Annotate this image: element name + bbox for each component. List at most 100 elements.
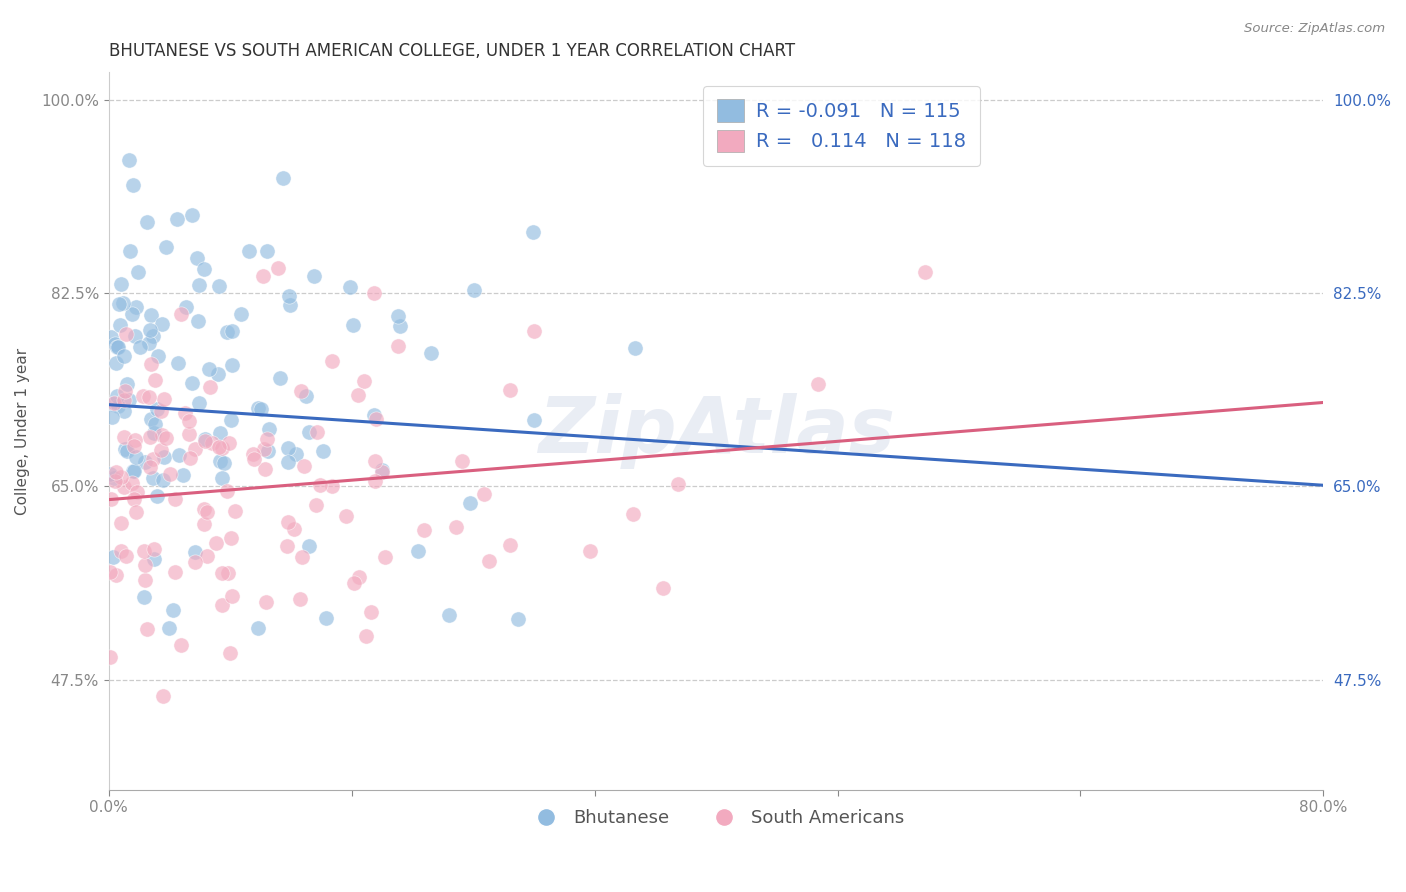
Point [523,413,546,427]
Point [105,340,128,354]
Point [139,412,162,426]
Point [103,396,125,410]
Point [152,473,174,487]
Point [146,349,169,363]
Point [142,328,165,343]
Point [112,480,135,494]
Point [302,268,325,283]
Point [187,314,209,328]
Point [211,599,233,613]
Point [135,622,157,636]
Point [108,318,131,332]
Point [107,340,129,354]
Point [142,542,165,557]
Point [180,208,202,222]
Point [413,523,436,537]
Point [224,503,246,517]
Point [166,211,188,226]
Point [110,469,132,483]
Point [242,451,264,466]
Point [105,465,128,479]
Point [125,300,148,314]
Point [254,594,277,608]
Point [309,478,332,492]
Point [420,345,443,359]
Point [143,552,166,566]
Point [139,308,162,322]
Point [184,556,207,570]
Point [364,475,387,489]
Point [101,550,124,565]
Point [101,397,124,411]
Point [179,450,201,465]
Point [276,539,298,553]
Point [349,570,371,584]
Point [321,478,343,492]
Point [170,307,193,321]
Point [110,277,132,291]
Point [217,325,239,339]
Point [288,592,311,607]
Point [277,515,299,529]
Point [142,451,165,466]
Point [145,373,167,387]
Point [153,392,176,406]
Point [166,356,188,370]
Point [195,505,218,519]
Point [105,356,128,370]
Point [138,390,160,404]
Point [229,307,252,321]
Point [666,477,689,491]
Point [217,483,239,498]
Point [105,389,128,403]
Point [354,630,377,644]
Point [186,251,208,265]
Point [458,496,481,510]
Point [472,487,495,501]
Point [339,280,361,294]
Point [211,441,233,455]
Point [98,565,121,579]
Point [129,340,152,354]
Point [278,298,301,312]
Point [208,454,231,468]
Point [257,422,280,436]
Point [363,408,385,422]
Point [138,430,160,444]
Point [478,554,501,568]
Point [115,377,138,392]
Point [621,508,644,522]
Point [579,544,602,558]
Point [193,502,215,516]
Point [408,543,430,558]
Point [124,439,146,453]
Point [256,244,278,258]
Point [152,689,174,703]
Point [100,491,122,506]
Point [221,589,243,603]
Point [321,354,343,368]
Point [187,277,209,292]
Point [159,467,181,481]
Point [101,409,124,424]
Point [347,388,370,402]
Point [162,602,184,616]
Point [374,549,396,564]
Point [138,335,160,350]
Point [155,431,177,445]
Point [253,462,276,476]
Point [118,153,141,167]
Point [103,471,125,485]
Point [209,426,232,441]
Text: ZipAtlas: ZipAtlas [537,393,894,469]
Point [335,509,357,524]
Text: Source: ZipAtlas.com: Source: ZipAtlas.com [1244,22,1385,36]
Point [104,475,127,489]
Point [172,467,194,482]
Point [205,535,228,549]
Point [184,545,207,559]
Point [508,612,530,626]
Point [193,517,215,532]
Point [174,406,197,420]
Point [143,417,166,432]
